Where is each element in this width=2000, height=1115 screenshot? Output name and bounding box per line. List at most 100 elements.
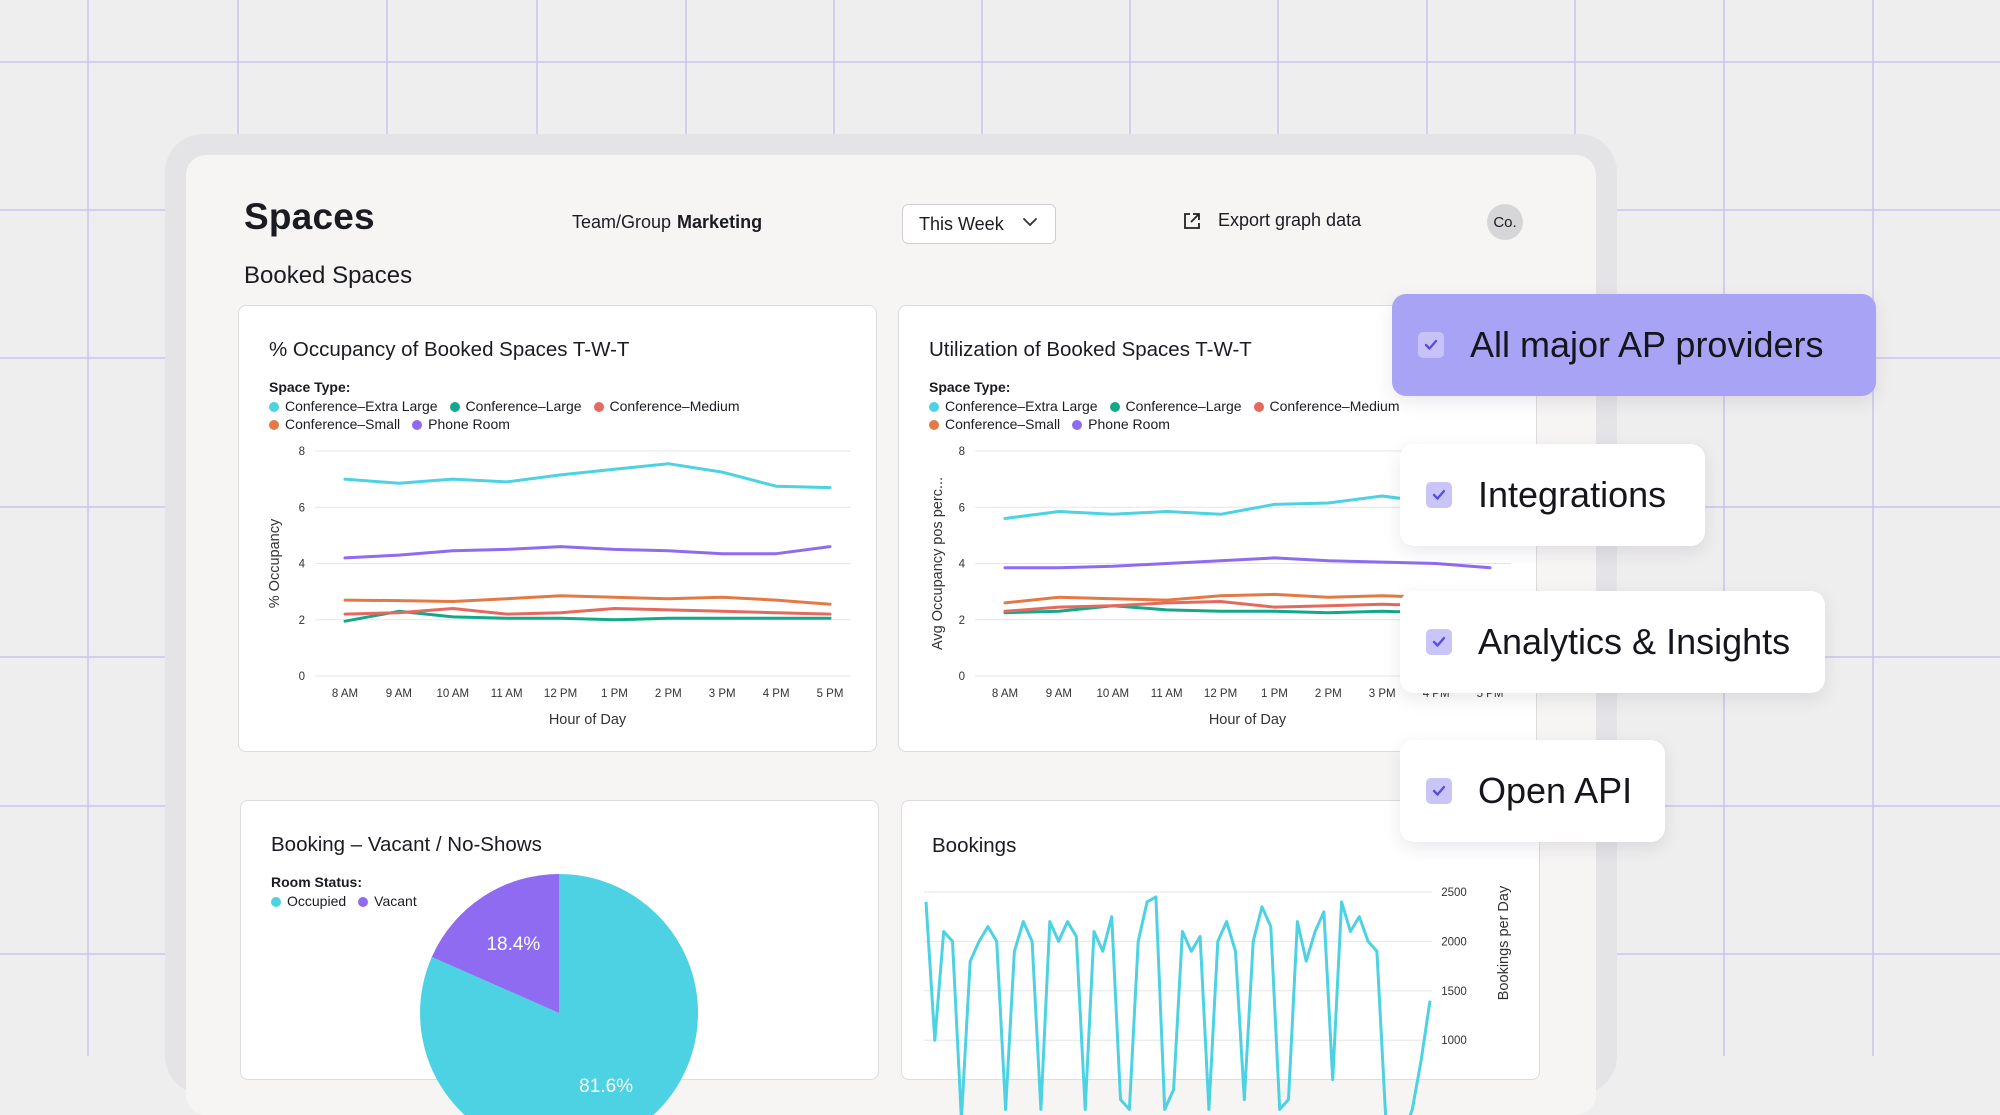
chart-legend: Space Type: Conference–Extra Large Confer… [269, 378, 752, 434]
y-axis-label: Bookings per Day [1496, 885, 1512, 1000]
checkbox-checked-icon[interactable] [1426, 482, 1452, 508]
x-tick-label: 8 AM [992, 688, 1018, 700]
legend-item[interactable]: Conference–Extra Large [269, 397, 438, 416]
chart-title: Booking – Vacant / No-Shows [271, 833, 542, 856]
occupancy-chart-card: % Occupancy of Booked Spaces T-W-T Space… [238, 305, 877, 752]
x-tick-label: 9 AM [386, 688, 412, 700]
export-graph-data-button[interactable]: Export graph data [1182, 210, 1361, 231]
series-line [1003, 556, 1492, 570]
team-group-filter[interactable]: Team/Group Marketing [572, 212, 762, 233]
pie-slice [431, 874, 559, 1013]
x-tick-label: 2 PM [1315, 688, 1342, 700]
series-line [343, 545, 832, 560]
feature-label: Analytics & Insights [1478, 621, 1791, 662]
feature-label: All major AP providers [1470, 324, 1824, 365]
x-tick-label: 9 AM [1046, 688, 1072, 700]
vacancy-pie-card: Booking – Vacant / No-Shows Room Status:… [240, 800, 879, 1115]
team-group-value: Marketing [677, 212, 763, 232]
y-tick-label: 2500 [1441, 887, 1467, 899]
y-tick-label: 1500 [1441, 986, 1467, 998]
x-tick-label: 11 AM [1151, 688, 1183, 700]
y-tick-label: 0 [959, 671, 965, 683]
y-tick-label: 2000 [1441, 936, 1467, 948]
y-tick-label: 0 [299, 671, 305, 683]
y-axis-label: Avg Occupancy pos perc... [930, 477, 946, 650]
chart-legend: Room Status: Occupied Vacant [271, 873, 429, 910]
bookings-chart-card: Bookings 1000 1500 2000 2500 Bookings per Da… [901, 800, 1540, 1115]
x-tick-label: 12 PM [1204, 688, 1237, 700]
x-tick-label: 4 PM [763, 688, 790, 700]
pie-slice-label: 18.4% [486, 934, 540, 955]
y-tick-label: 8 [959, 446, 965, 458]
vacancy-pie-chart: 81.6% 18.4% [420, 874, 698, 1115]
legend-item[interactable]: Phone Room [412, 415, 510, 434]
pie-slice [420, 874, 698, 1115]
chart-title: Bookings [932, 834, 1017, 857]
chart-title: Utilization of Booked Spaces T-W-T [929, 338, 1252, 361]
x-tick-label: 1 PM [1261, 688, 1288, 700]
series-line [343, 609, 832, 623]
x-tick-label: 12 PM [544, 688, 577, 700]
team-group-label: Team/Group [572, 212, 672, 232]
legend-item[interactable]: Conference–Medium [593, 397, 740, 416]
legend-item[interactable]: Occupied [271, 892, 346, 911]
feature-pill-integrations[interactable]: Integrations [1400, 444, 1705, 546]
feature-pill-analytics[interactable]: Analytics & Insights [1400, 591, 1825, 693]
feature-pill-ap-providers[interactable]: All major AP providers [1392, 294, 1876, 396]
x-axis-label: Hour of Day [1209, 712, 1287, 728]
x-tick-label: 1 PM [601, 688, 628, 700]
feature-label: Integrations [1478, 474, 1667, 515]
x-tick-label: 3 PM [709, 688, 736, 700]
series-line [343, 462, 832, 490]
checkbox-checked-icon[interactable] [1426, 778, 1452, 804]
x-tick-label: 2 PM [655, 688, 682, 700]
x-tick-label: 5 PM [817, 688, 844, 700]
x-tick-label: 3 PM [1369, 688, 1396, 700]
x-axis-label: Hour of Day [549, 712, 627, 728]
y-tick-label: 6 [959, 502, 965, 514]
chart-title: % Occupancy of Booked Spaces T-W-T [269, 338, 630, 361]
pie-slice-label: 81.6% [579, 1076, 633, 1097]
legend-item[interactable]: Vacant [358, 892, 417, 911]
legend-item[interactable]: Conference–Large [449, 397, 582, 416]
y-tick-label: 4 [959, 559, 966, 571]
y-axis-label: % Occupancy [267, 518, 283, 608]
feature-pill-open-api[interactable]: Open API [1400, 740, 1665, 842]
page-title: Spaces [244, 196, 375, 237]
x-tick-label: 8 AM [332, 688, 358, 700]
legend-item[interactable]: Phone Room [1072, 415, 1170, 434]
y-tick-label: 8 [299, 446, 305, 458]
occupancy-line-chart: 0 2 4 6 8 8 AM 9 AM 10 AM 11 AM 12 PM 1 PM 2 PM 3 PM… [267, 446, 851, 728]
period-select[interactable]: This Week [902, 204, 1056, 244]
y-tick-label: 1000 [1441, 1035, 1467, 1047]
x-tick-label: 11 AM [491, 688, 523, 700]
series-line [924, 895, 1432, 1115]
external-link-icon [1184, 212, 1200, 229]
y-tick-label: 2 [299, 615, 305, 627]
legend-item[interactable]: Conference–Small [269, 415, 400, 434]
avatar[interactable]: Co. [1487, 204, 1523, 240]
checkbox-checked-icon[interactable] [1418, 332, 1444, 358]
chart-legend: Space Type: Conference–Extra Large Confer… [929, 378, 1412, 434]
chevron-down-icon [1023, 218, 1037, 227]
y-tick-label: 4 [299, 559, 306, 571]
legend-item[interactable]: Conference–Extra Large [929, 397, 1098, 416]
legend-item[interactable]: Conference–Large [1109, 397, 1242, 416]
y-tick-label: 6 [299, 502, 305, 514]
legend-item[interactable]: Conference–Small [929, 415, 1060, 434]
legend-title: Space Type: [269, 379, 351, 395]
series-line [343, 607, 832, 616]
x-tick-label: 10 AM [436, 688, 469, 700]
checkbox-checked-icon[interactable] [1426, 629, 1452, 655]
y-tick-label: 2 [959, 615, 965, 627]
x-tick-label: 10 AM [1096, 688, 1129, 700]
series-line [343, 594, 832, 606]
legend-title: Room Status: [271, 874, 362, 890]
period-select-value: This Week [919, 213, 1004, 234]
bookings-line-chart: 1000 1500 2000 2500 Bookings per Day [924, 885, 1512, 1115]
legend-item[interactable]: Conference–Medium [1253, 397, 1400, 416]
feature-label: Open API [1478, 770, 1633, 811]
export-label: Export graph data [1218, 210, 1362, 230]
section-title: Booked Spaces [244, 262, 413, 289]
legend-title: Space Type: [929, 379, 1011, 395]
